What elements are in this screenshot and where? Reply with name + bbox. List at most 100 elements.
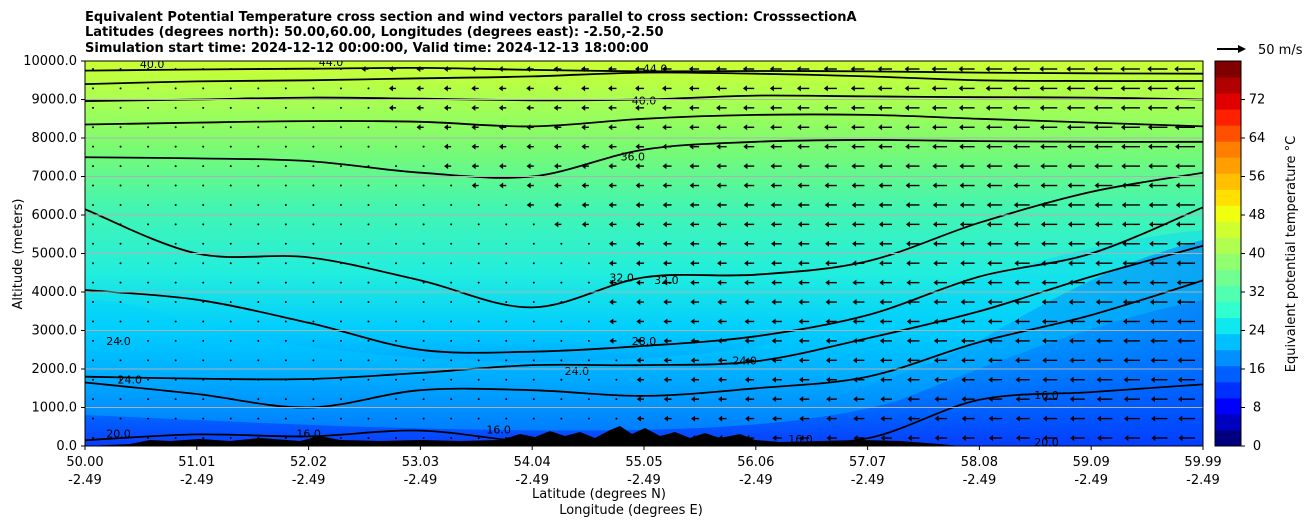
wind-vector: [312, 145, 315, 148]
wind-vector: [312, 378, 315, 381]
wind-vector: [312, 87, 315, 90]
wind-vector-head: [933, 337, 938, 344]
chart-title-line-1: Equivalent Potential Temperature cross s…: [85, 10, 857, 25]
wind-vector: [202, 145, 205, 148]
wind-vector-head: [771, 260, 776, 267]
wind-vector-head: [443, 66, 448, 72]
wind-vector: [284, 437, 287, 439]
colorbar-segment: [1215, 77, 1241, 94]
wind-vector-head: [986, 182, 991, 189]
wind-vector-head: [1016, 435, 1021, 441]
wind-vector: [119, 242, 122, 245]
wind-vector-head: [581, 143, 586, 150]
wind-vector-head: [498, 66, 503, 72]
colorbar-segment: [1215, 205, 1241, 222]
wind-vector: [395, 320, 398, 323]
wind-vector: [147, 165, 150, 168]
wind-vector: [312, 398, 315, 401]
wind-vector-head: [1175, 182, 1180, 189]
wind-vector-head: [663, 260, 668, 267]
wind-vector: [119, 301, 122, 304]
wind-vector-head: [635, 143, 640, 150]
wind-vector-head: [581, 66, 586, 72]
contour-label: 24.0: [732, 354, 757, 367]
wind-vector-head: [499, 163, 504, 170]
wind-vector-head: [1097, 415, 1102, 422]
wind-vector-head: [879, 240, 884, 247]
wind-vector: [450, 223, 453, 226]
colorbar-tick-label: 16: [1249, 362, 1266, 377]
wind-vector-head: [444, 124, 449, 131]
wind-vector-head: [1013, 124, 1018, 131]
wind-vector-head: [1121, 143, 1126, 150]
wind-vector-head: [986, 143, 991, 150]
wind-vector: [395, 184, 398, 187]
wind-vector: [229, 301, 232, 304]
wind-vector-head: [1174, 85, 1179, 92]
wind-vector-head: [905, 124, 910, 131]
wind-vector: [477, 203, 480, 206]
wind-vector: [119, 398, 122, 401]
wind-vector-head: [609, 337, 614, 344]
wind-vector-head: [1067, 163, 1072, 170]
wind-vector-head: [796, 85, 801, 92]
wind-vector: [505, 398, 508, 401]
wind-vector: [284, 281, 287, 284]
wind-vector: [505, 378, 508, 381]
colorbar-segment: [1215, 141, 1241, 158]
colorbar-tick-label: 72: [1249, 93, 1266, 108]
wind-vector-head: [960, 318, 965, 325]
y-tick-label: 6000.0: [32, 208, 78, 223]
wind-vector: [229, 320, 232, 323]
wind-vector-head: [716, 124, 721, 131]
wind-vector-head: [553, 124, 558, 131]
wind-vector-head: [823, 85, 828, 92]
wind-vector-head: [744, 376, 749, 383]
wind-vector: [477, 437, 480, 439]
wind-vector: [422, 301, 425, 304]
wind-vector-head: [1147, 85, 1152, 92]
wind-vector: [92, 165, 94, 168]
wind-vector-head: [1013, 143, 1018, 150]
wind-vector-head: [825, 318, 830, 325]
contour-label: 20.0: [1034, 436, 1059, 449]
wind-vector-head: [1094, 163, 1099, 170]
wind-vector-head: [689, 163, 694, 170]
wind-vector-head: [416, 66, 421, 72]
gridlines: [85, 99, 1203, 408]
wind-vector-head: [853, 396, 858, 403]
wind-vector: [532, 301, 535, 304]
wind-vector-head: [1123, 318, 1128, 325]
wind-vector: [202, 203, 205, 206]
wind-vector-head: [959, 124, 964, 131]
wind-vector-head: [743, 201, 748, 208]
wind-vector-head: [1015, 337, 1020, 344]
wind-vector-head: [960, 260, 965, 267]
wind-vector: [229, 184, 232, 187]
wind-vector-head: [608, 124, 613, 131]
wind-vector-head: [987, 299, 992, 306]
wind-vector-head: [1096, 396, 1101, 403]
wind-vector: [174, 106, 177, 109]
wind-vector-head: [636, 279, 641, 286]
wind-vector: [560, 339, 563, 342]
x-tick-label-lon: -2.49: [68, 473, 102, 488]
wind-vector: [395, 242, 398, 245]
wind-vector-head: [663, 357, 668, 364]
wind-vector-head: [823, 66, 828, 72]
colorbar-tick-label: 24: [1249, 324, 1266, 339]
x-tick-label-lon: -2.49: [851, 473, 885, 488]
wind-vector: [477, 359, 480, 362]
wind-vector-head: [1069, 396, 1074, 403]
wind-vector: [257, 87, 260, 90]
wind-vector-head: [1175, 201, 1180, 208]
wind-vector: [339, 437, 342, 439]
contour-label: 16.0: [486, 424, 511, 437]
wind-vector: [257, 184, 260, 187]
wind-vector-head: [958, 66, 963, 72]
wind-vector-head: [526, 66, 531, 72]
wind-vector-head: [635, 240, 640, 247]
quiver-key: 50 m/s: [1217, 43, 1303, 58]
wind-vector: [450, 359, 453, 362]
wind-vector: [202, 106, 205, 109]
